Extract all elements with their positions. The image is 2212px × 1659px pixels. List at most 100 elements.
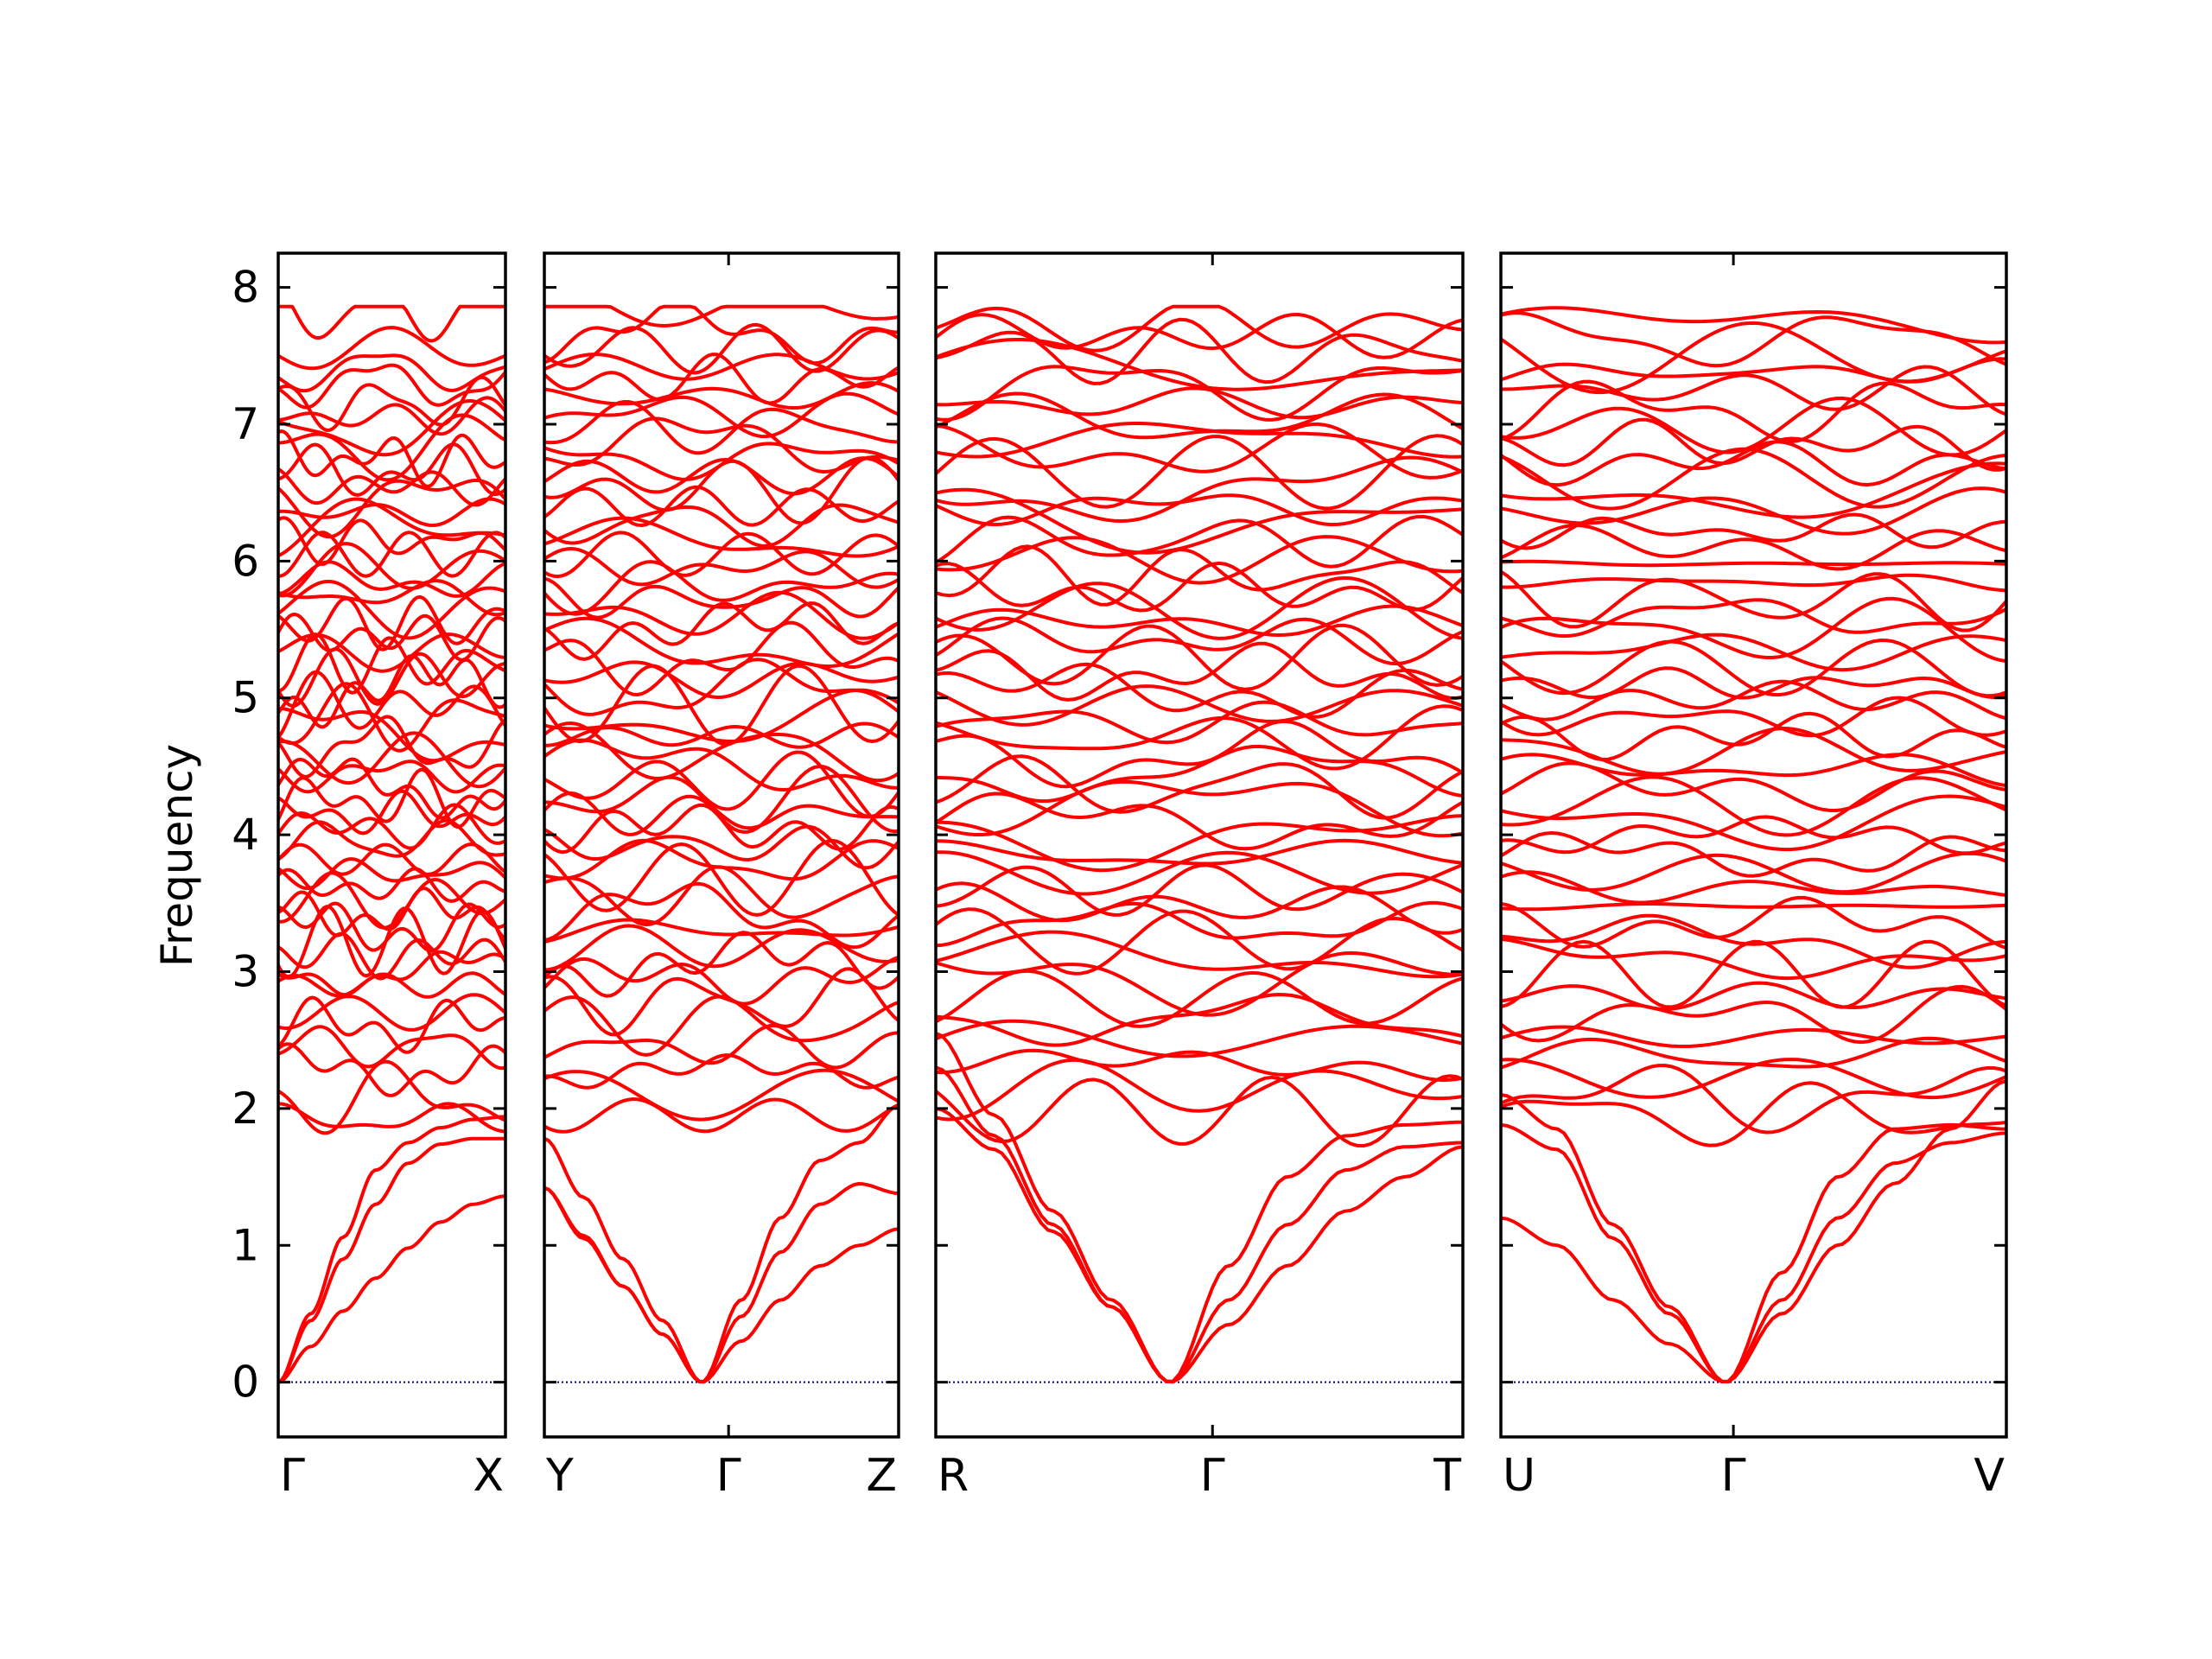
optical-band (936, 338, 1463, 391)
hs-label-start: Y (545, 1450, 574, 1502)
optical-band (1501, 851, 2006, 894)
optical-band (936, 313, 1463, 359)
optical-band (1501, 794, 2006, 852)
optical-band (278, 905, 505, 979)
optical-band (1501, 775, 2006, 837)
acoustic-branch (936, 1065, 1463, 1383)
acoustic-branch (936, 1106, 1463, 1383)
acoustic-branch (1501, 1122, 2006, 1383)
optical-band (278, 467, 505, 507)
y-tick-label: 0 (232, 1357, 259, 1408)
optical-band (936, 317, 1463, 385)
optical-band (278, 731, 505, 789)
optical-band (544, 616, 899, 669)
optical-band (278, 887, 505, 941)
optical-band (544, 620, 899, 696)
bands-2 (936, 304, 1463, 1384)
optical-band (936, 779, 1463, 838)
y-tick-label: 8 (232, 263, 259, 313)
optical-band (278, 363, 505, 410)
optical-band (544, 664, 899, 747)
acoustic-branch (1501, 1122, 2006, 1384)
optical-band (544, 1023, 899, 1070)
optical-band (936, 950, 1463, 1017)
acoustic-branch (278, 1115, 505, 1384)
optical-band (544, 503, 899, 548)
optical-band (1501, 815, 2006, 855)
optical-band (278, 760, 505, 794)
optical-band (936, 575, 1463, 640)
optical-band (544, 838, 899, 917)
y-tick-label: 7 (232, 399, 259, 449)
optical-band (544, 590, 899, 640)
optical-band (1501, 753, 2006, 788)
y-tick-label: 5 (232, 673, 259, 723)
acoustic-branch (278, 1194, 505, 1384)
optical-band (278, 542, 505, 598)
optical-band (278, 1042, 505, 1097)
optical-band (936, 623, 1463, 691)
optical-band (936, 493, 1463, 527)
panel-frame (276, 251, 507, 1439)
optical-band (278, 396, 505, 436)
panel-frame (934, 251, 1465, 1439)
optical-band (1501, 1025, 2006, 1048)
optical-band (1501, 417, 2006, 472)
optical-band (1501, 461, 2006, 519)
bands-1 (544, 304, 899, 1384)
optical-band (936, 544, 1463, 607)
optical-band (544, 353, 899, 381)
optical-band (1501, 981, 2006, 1011)
optical-band (936, 365, 1463, 422)
optical-band (936, 391, 1463, 440)
optical-band (278, 818, 505, 861)
optical-band (1501, 895, 2006, 950)
optical-band (544, 931, 899, 998)
optical-band (1501, 447, 2006, 511)
y-tick-label: 1 (232, 1220, 259, 1270)
optical-band (544, 918, 899, 944)
bands-0 (278, 304, 505, 1384)
hs-label-mid: Γ (1200, 1450, 1225, 1502)
optical-band (278, 715, 505, 779)
optical-band (936, 900, 1463, 948)
y-tick-label: 4 (232, 810, 259, 860)
optical-band (936, 838, 1463, 866)
optical-band (1501, 440, 2006, 487)
optical-band (544, 838, 899, 881)
optical-band (936, 700, 1463, 745)
hs-label-mid: Γ (1721, 1450, 1746, 1502)
optical-band (1501, 559, 2006, 568)
optical-band (544, 322, 899, 375)
optical-band (278, 516, 505, 566)
optical-band (936, 304, 1463, 353)
hs-label-start: U (1503, 1450, 1535, 1502)
optical-band (1501, 1036, 2006, 1070)
optical-band (1501, 379, 2006, 444)
optical-band (278, 971, 505, 999)
optical-band (936, 1074, 1463, 1147)
optical-band (1501, 365, 2006, 416)
optical-band (544, 1097, 899, 1134)
optical-band (936, 814, 1463, 873)
optical-band (936, 422, 1463, 480)
optical-band (544, 967, 899, 1037)
optical-band (1501, 632, 2006, 672)
optical-band (936, 704, 1463, 771)
optical-band (936, 561, 1463, 613)
optical-band (1501, 727, 2006, 776)
optical-band (1501, 596, 2006, 664)
optical-band (936, 535, 1463, 585)
y-tick-label: 3 (232, 947, 259, 997)
optical-band (278, 653, 505, 729)
hs-label-start: Γ (280, 1450, 305, 1502)
hs-label-end: T (1433, 1450, 1461, 1502)
optical-band (544, 791, 899, 836)
optical-band (544, 391, 899, 439)
optical-band (278, 497, 505, 527)
optical-band (278, 594, 505, 652)
y-axis-label: Frequency (152, 744, 202, 967)
optical-band (936, 907, 1463, 976)
